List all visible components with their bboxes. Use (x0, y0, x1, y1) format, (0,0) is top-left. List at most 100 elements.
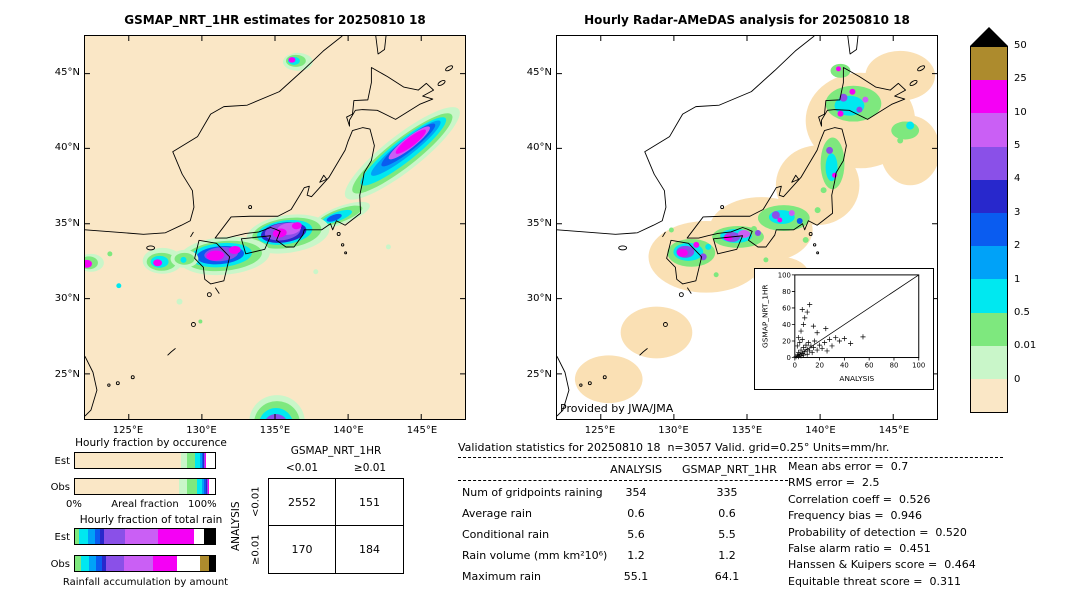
bar-segment-sky (88, 556, 96, 571)
bar-segment-blue (204, 479, 206, 494)
colorbar-tick-label: 0 (1014, 373, 1021, 385)
colorbar-tick-label: 3 (1014, 206, 1021, 218)
colorbar-segment (971, 80, 1007, 114)
scatter-point (805, 340, 812, 346)
bar-segment-navy (205, 479, 207, 494)
scatter-point (798, 328, 804, 334)
inset-x-tick: 60 (865, 361, 874, 369)
bar-segment-purple (105, 556, 124, 571)
bar-segment-cyan (79, 529, 88, 544)
bar-segment-white (205, 453, 215, 468)
gsmap-precipitation-field (85, 52, 460, 419)
axis-ticks (85, 36, 465, 419)
colorbar-overflow-triangle (970, 27, 1008, 46)
stats-value-analysis: 0.6 (627, 507, 645, 520)
inset-y-tick: 100 (778, 271, 791, 279)
scatter-point (860, 334, 866, 340)
inset-x-tick: 0 (793, 361, 797, 369)
bar-segment-white (193, 529, 204, 544)
scatter-point (817, 342, 823, 348)
scatter-point (800, 345, 807, 351)
stats-row-label: Rain volume (mm km²10⁶) (462, 549, 608, 562)
stats-row-label: Maximum rain (462, 570, 541, 583)
stats-metric: Equitable threat score = 0.311 (788, 574, 961, 588)
bar-segment-magenta (207, 479, 209, 494)
contingency-row-label: ≥0.01 (250, 534, 262, 566)
bar-segment-green (186, 479, 197, 494)
lon-tick-label: 140°E (333, 425, 364, 436)
inset-x-tick: 80 (890, 361, 899, 369)
bar-segment-sky (199, 453, 202, 468)
stats-col-header: GSMAP_NRT_1HR (682, 463, 777, 476)
colorbar-segment (971, 279, 1007, 313)
scatter-point (848, 340, 854, 347)
bar-segment-navy (203, 453, 204, 468)
scatter-inset: 0 20 40 60 80 100 0 20 40 60 80 100 ANAL… (754, 268, 934, 390)
gsmap-map-svg (85, 36, 465, 419)
scatter-point (841, 335, 847, 342)
colorbar-segment (971, 113, 1007, 147)
accumulation-caption: Rainfall accumulation by amount (62, 577, 229, 588)
scatter-point (814, 330, 820, 336)
colorbar-labels: 50 25 10 5 4 3 2 1 0.5 0.01 0 (1014, 40, 1048, 413)
contingency-col-label: ≥0.01 (353, 462, 387, 474)
stats-row-label: Average rain (462, 507, 532, 520)
scatter-point (794, 343, 800, 349)
occ-obs-bar (74, 478, 216, 495)
total-fraction-title: Hourly fraction of total rain (79, 514, 223, 526)
stats-value-analysis: 55.1 (623, 570, 649, 583)
stats-metric: Frequency bias = 0.946 (788, 509, 923, 523)
lat-tick-label: 25°N (54, 369, 80, 380)
lat-tick-label: 40°N (54, 142, 80, 153)
colorbar-segment (971, 212, 1007, 247)
lon-tick-label: 145°E (878, 425, 910, 436)
inset-diagonal-line (794, 274, 919, 358)
bar-segment-blue (94, 529, 101, 544)
scatter-point (822, 340, 828, 346)
scatter-point (810, 323, 816, 329)
contingency-row-axis: ANALYSIS (230, 501, 242, 551)
stats-value-gsmap: 1.2 (718, 549, 736, 562)
lat-tick-label: 35°N (526, 218, 552, 229)
stats-value-gsmap: 335 (716, 486, 738, 499)
colorbar-segment (971, 179, 1007, 213)
bar-segment-blue (95, 556, 102, 571)
scatter-point (800, 321, 807, 328)
stats-value-analysis: 1.2 (627, 549, 645, 562)
colorbar-tick-label: 10 (1014, 106, 1027, 118)
contingency-cell: 151 (336, 479, 403, 526)
contingency-col-label: <0.01 (285, 462, 319, 474)
stats-value-gsmap: 5.5 (718, 528, 736, 541)
bar-segment-navy (100, 529, 105, 544)
colorbar-segment (971, 246, 1007, 280)
bar-segment-magenta (157, 529, 194, 544)
colorbar-segments (970, 46, 1008, 413)
stats-table-divider (458, 480, 788, 481)
bar-segment-cyan (80, 556, 89, 571)
coastlines (85, 36, 454, 417)
scatter-point (802, 315, 808, 321)
colorbar-tick-label: 1 (1014, 273, 1021, 285)
scatter-point (823, 326, 829, 332)
bar-segment-magenta (205, 453, 206, 468)
scatter-point (804, 351, 810, 357)
stats-value-analysis: 354 (625, 486, 647, 499)
left-map-title: GSMAP_NRT_1HR estimates for 20250810 18 (124, 13, 426, 27)
inset-x-axis-label: ANALYSIS (839, 374, 874, 383)
bar-segment-orchid (125, 529, 158, 544)
inset-y-tick: 0 (787, 354, 791, 362)
colorbar-tick-label: 50 (1014, 40, 1027, 51)
scatter-point (824, 348, 830, 354)
scatter-point (836, 338, 842, 344)
bar-segment-cyan (196, 479, 203, 494)
lat-tick-label: 45°N (526, 67, 552, 78)
bar-segment-palegreen (181, 453, 187, 468)
scatter-point (809, 350, 815, 356)
scatter-point (833, 335, 839, 341)
lat-tick-label: 45°N (54, 67, 80, 78)
scatter-point (795, 335, 802, 341)
lat-tick-label: 40°N (526, 142, 552, 153)
bar-segment-cyan (195, 453, 200, 468)
colorbar-tick-label: 0.01 (1014, 340, 1037, 352)
